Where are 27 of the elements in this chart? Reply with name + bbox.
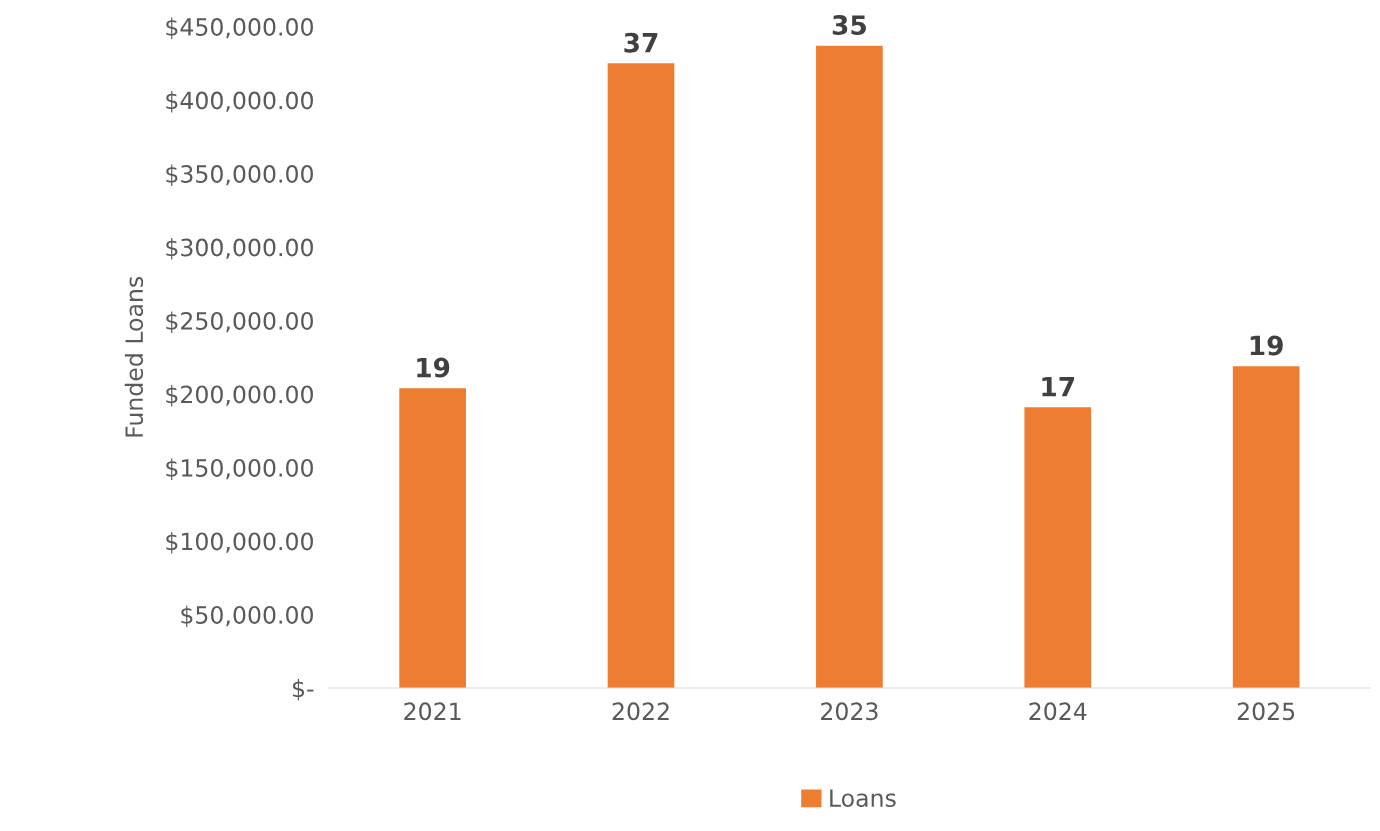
bar bbox=[1024, 407, 1092, 689]
x-tick-label: 2021 bbox=[404, 702, 461, 721]
bar bbox=[1232, 366, 1300, 689]
bar bbox=[399, 388, 466, 689]
y-tick-label: $100,000.00 bbox=[166, 532, 313, 554]
bar bbox=[816, 45, 883, 689]
y-tick-label: $400,000.00 bbox=[166, 91, 313, 113]
y-tick-label: $300,000.00 bbox=[166, 238, 313, 260]
y-tick-label: $- bbox=[292, 679, 314, 701]
y-axis-title: Funded Loans bbox=[124, 276, 144, 437]
x-tick-label: 2023 bbox=[821, 702, 878, 721]
y-tick-label: $250,000.00 bbox=[166, 311, 313, 334]
y-tick-label: $150,000.00 bbox=[166, 458, 313, 481]
annotation: 37 bbox=[624, 32, 658, 53]
legend-label: Loans bbox=[830, 789, 896, 807]
annotation: 35 bbox=[832, 15, 866, 36]
x-tick-label: 2025 bbox=[1237, 702, 1295, 721]
annotation: 19 bbox=[1250, 335, 1283, 356]
annotation: 17 bbox=[1042, 377, 1075, 397]
y-tick-label: $450,000.00 bbox=[166, 17, 313, 40]
x-tick-label: 2024 bbox=[1029, 702, 1087, 721]
y-tick-label: $50,000.00 bbox=[181, 605, 313, 628]
bar bbox=[607, 63, 675, 689]
x-tick-label: 2022 bbox=[612, 702, 669, 721]
y-tick-label: $200,000.00 bbox=[166, 385, 313, 407]
annotation: 19 bbox=[417, 357, 450, 378]
y-tick-label: $350,000.00 bbox=[166, 164, 313, 187]
